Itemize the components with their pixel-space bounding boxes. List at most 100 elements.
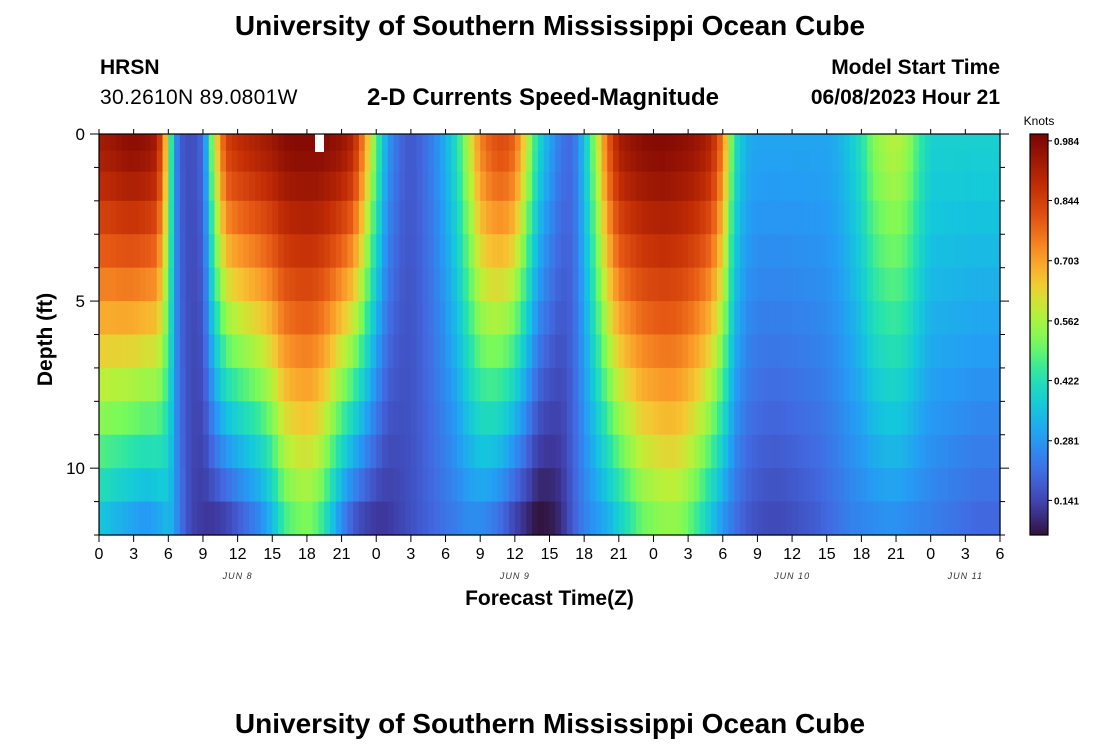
heatmap-cell <box>509 434 516 469</box>
y-tick-label: 10 <box>66 459 85 478</box>
heatmap-cell <box>636 501 643 536</box>
heatmap-cell <box>179 134 187 152</box>
heatmap-cell <box>959 434 966 469</box>
heatmap-cell <box>399 334 406 369</box>
heatmap-cell <box>474 401 481 436</box>
heatmap-cell <box>832 434 839 469</box>
heatmap-cell <box>283 301 291 336</box>
heatmap-cell <box>665 134 672 152</box>
heatmap-cell <box>728 200 735 235</box>
heatmap-cell <box>665 367 672 402</box>
heatmap-cell <box>393 200 400 235</box>
heatmap-cell <box>116 301 123 336</box>
colorbar-tick-label: 0.562 <box>1054 317 1079 328</box>
heatmap-cell <box>676 150 683 173</box>
heatmap-cell <box>197 171 204 202</box>
heatmap-cell <box>566 334 574 369</box>
heatmap-cell <box>393 134 400 152</box>
heatmap-cell <box>191 200 198 235</box>
heatmap-cell <box>589 200 597 235</box>
heatmap-cell <box>624 401 631 436</box>
heatmap-cell <box>901 267 909 302</box>
heatmap-cell <box>757 401 764 436</box>
heatmap-cell <box>896 434 903 469</box>
heatmap-cell <box>809 501 816 536</box>
heatmap-cell <box>133 501 141 536</box>
heatmap-cell <box>855 234 862 269</box>
heatmap-cell <box>387 367 395 402</box>
heatmap-cell <box>768 234 776 269</box>
heatmap-cell <box>641 200 649 235</box>
heatmap-cell <box>971 367 978 402</box>
heatmap-cell <box>364 434 372 469</box>
heatmap-cell <box>549 434 556 469</box>
heatmap-cell <box>127 150 135 173</box>
heatmap-cell <box>832 301 839 336</box>
heatmap-cell <box>301 434 308 469</box>
heatmap-cell <box>208 150 216 173</box>
heatmap-cell <box>699 468 707 503</box>
heatmap-cell <box>901 367 909 402</box>
heatmap-cell <box>861 468 868 503</box>
heatmap-cell <box>589 134 597 152</box>
heatmap-cell <box>174 171 181 202</box>
heatmap-cell <box>272 367 279 402</box>
heatmap-cell <box>722 134 730 152</box>
heatmap-cell <box>896 150 903 173</box>
heatmap-cell <box>347 150 354 173</box>
heatmap-cell <box>849 150 857 173</box>
heatmap-cell <box>503 200 510 235</box>
heatmap-cell <box>150 301 158 336</box>
heatmap-cell <box>226 434 233 469</box>
heatmap-cell <box>982 150 990 173</box>
heatmap-cell <box>815 150 822 173</box>
heatmap-cell <box>162 267 169 302</box>
heatmap-cell <box>220 401 227 436</box>
heatmap-cell <box>312 234 320 269</box>
heatmap-cell <box>861 367 868 402</box>
heatmap-cell <box>757 267 764 302</box>
heatmap-cell <box>208 367 216 402</box>
heatmap-cell <box>688 150 695 173</box>
heatmap-cell <box>705 367 712 402</box>
heatmap-cell <box>641 468 649 503</box>
heatmap-cell <box>526 267 533 302</box>
heatmap-cell <box>156 200 164 235</box>
heatmap-cell <box>670 434 678 469</box>
heatmap-cell <box>740 267 747 302</box>
heatmap-cell <box>104 434 112 469</box>
heatmap-cell <box>174 501 181 536</box>
heatmap-cell <box>636 334 643 369</box>
heatmap-cell <box>202 171 210 202</box>
heatmap-cell <box>636 234 643 269</box>
heatmap-cell <box>231 267 239 302</box>
heatmap-cell <box>116 334 123 369</box>
heatmap-cell <box>861 134 868 152</box>
heatmap-cell <box>699 334 707 369</box>
heatmap-cell <box>237 434 244 469</box>
heatmap-cell <box>202 468 210 503</box>
heatmap-cell <box>878 301 886 336</box>
heatmap-cell <box>815 434 822 469</box>
heatmap-cell <box>953 200 961 235</box>
heatmap-cell <box>572 468 579 503</box>
heatmap-cell <box>405 334 412 369</box>
heatmap-cell <box>266 200 273 235</box>
heatmap-cell <box>249 501 256 536</box>
heatmap-cell <box>324 401 331 436</box>
heatmap-cell <box>272 301 279 336</box>
heatmap-cell <box>630 334 637 369</box>
heatmap-cell <box>468 134 476 152</box>
heatmap-cell <box>416 501 424 536</box>
heatmap-cell <box>647 468 655 503</box>
heatmap-cell <box>965 150 972 173</box>
heatmap-cell <box>636 200 643 235</box>
heatmap-cell <box>497 200 504 235</box>
heatmap-cell <box>226 501 233 536</box>
x-tick-label: 15 <box>263 546 281 563</box>
heatmap-cell <box>174 401 181 436</box>
heatmap-cell <box>803 401 811 436</box>
heatmap-cell <box>971 267 978 302</box>
heatmap-cell <box>237 150 244 173</box>
heatmap-cell <box>734 301 741 336</box>
